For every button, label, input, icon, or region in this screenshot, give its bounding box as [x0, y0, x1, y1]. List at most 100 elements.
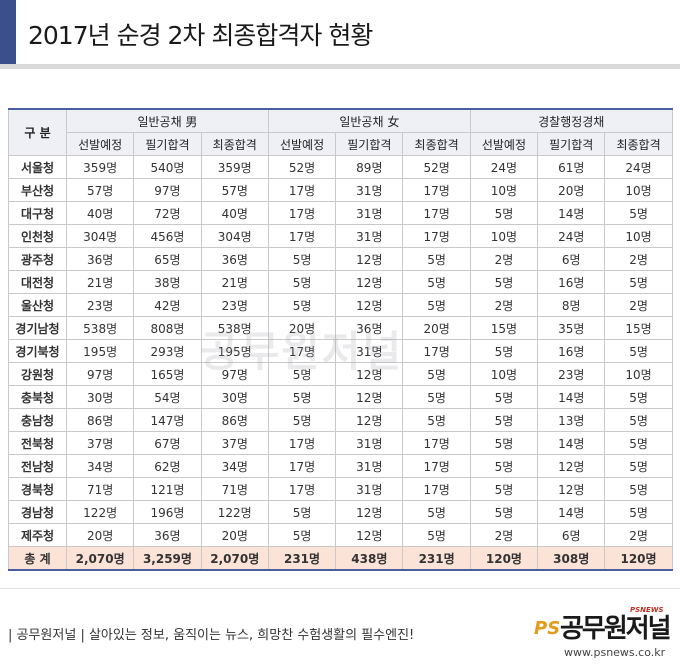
logo-url[interactable]: www.psnews.co.kr	[564, 646, 666, 659]
value-cell: 12명	[537, 454, 606, 478]
value-cell: 5명	[267, 293, 337, 317]
value-cell: 12명	[335, 500, 404, 524]
value-cell: 5명	[604, 201, 673, 225]
value-cell: 5명	[267, 408, 337, 432]
value-cell: 12명	[335, 523, 404, 547]
value-cell: 5명	[402, 293, 471, 317]
table-row: 부산청 57명 97명 57명 17명 31명 17명 10명 20명 10명	[8, 178, 673, 202]
value-cell: 23명	[537, 362, 606, 386]
value-cell: 5명	[267, 270, 337, 294]
value-cell: 17명	[267, 339, 337, 363]
region-cell: 인천청	[8, 224, 67, 248]
region-cell: 경남청	[8, 500, 67, 524]
value-cell: 5명	[604, 408, 673, 432]
value-cell: 15명	[604, 316, 673, 340]
value-cell: 52명	[267, 155, 337, 179]
value-cell: 37명	[65, 431, 135, 455]
value-cell: 31명	[335, 454, 404, 478]
psnews-logo[interactable]: PS 공무원저널 PSNEWS www.psnews.co.kr	[534, 606, 674, 659]
value-cell: 5명	[267, 500, 337, 524]
value-cell: 5명	[469, 385, 539, 409]
value-cell: 165명	[133, 362, 202, 386]
value-cell: 42명	[133, 293, 202, 317]
value-cell: 10명	[469, 178, 539, 202]
value-cell: 538명	[65, 316, 135, 340]
region-cell: 경북청	[8, 477, 67, 501]
value-cell: 10명	[469, 362, 539, 386]
region-cell: 제주청	[8, 523, 67, 547]
value-cell: 5명	[402, 362, 471, 386]
value-cell: 5명	[402, 247, 471, 271]
region-cell: 전남청	[8, 454, 67, 478]
value-cell: 538명	[200, 316, 269, 340]
value-cell: 17명	[267, 224, 337, 248]
table-row: 제주청 20명 36명 20명 5명 12명 5명 2명 6명 2명	[8, 523, 673, 547]
value-cell: 5명	[604, 477, 673, 501]
value-cell: 17명	[267, 454, 337, 478]
value-cell: 17명	[402, 431, 471, 455]
total-value-cell: 2,070명	[65, 546, 135, 571]
table-header-row-groups: 구 분 일반공채 男 일반공채 女 경찰행정경채	[8, 108, 673, 156]
value-cell: 10명	[604, 224, 673, 248]
value-cell: 17명	[402, 339, 471, 363]
value-cell: 20명	[200, 523, 269, 547]
table-row: 대구청 40명 72명 40명 17명 31명 17명 5명 14명 5명	[8, 201, 673, 225]
value-cell: 35명	[537, 316, 606, 340]
value-cell: 20명	[267, 316, 337, 340]
total-value-cell: 120명	[604, 546, 673, 571]
value-cell: 2명	[604, 293, 673, 317]
value-cell: 37명	[200, 431, 269, 455]
value-cell: 293명	[133, 339, 202, 363]
value-cell: 30명	[200, 385, 269, 409]
header-sub-column: 최종합격	[604, 132, 673, 156]
header-sub-column: 선발예정	[267, 132, 337, 156]
value-cell: 97명	[65, 362, 135, 386]
value-cell: 10명	[469, 224, 539, 248]
value-cell: 57명	[65, 178, 135, 202]
header-sub-column: 최종합격	[402, 132, 471, 156]
value-cell: 10명	[604, 362, 673, 386]
value-cell: 17명	[267, 178, 337, 202]
region-cell: 경기남청	[8, 316, 67, 340]
value-cell: 5명	[267, 385, 337, 409]
value-cell: 5명	[469, 270, 539, 294]
table-row: 충남청 86명 147명 86명 5명 12명 5명 5명 13명 5명	[8, 408, 673, 432]
value-cell: 10명	[604, 178, 673, 202]
value-cell: 36명	[200, 247, 269, 271]
value-cell: 31명	[335, 201, 404, 225]
logo-ps-mark: PS	[534, 618, 561, 639]
value-cell: 17명	[267, 431, 337, 455]
value-cell: 122명	[65, 500, 135, 524]
value-cell: 196명	[133, 500, 202, 524]
value-cell: 89명	[335, 155, 404, 179]
value-cell: 14명	[537, 500, 606, 524]
value-cell: 21명	[200, 270, 269, 294]
value-cell: 808명	[133, 316, 202, 340]
header-sub-column: 최종합격	[200, 132, 269, 156]
header-sub-column: 선발예정	[469, 132, 539, 156]
region-cell: 광주청	[8, 247, 67, 271]
value-cell: 5명	[604, 339, 673, 363]
value-cell: 359명	[200, 155, 269, 179]
value-cell: 86명	[65, 408, 135, 432]
value-cell: 24명	[537, 224, 606, 248]
value-cell: 38명	[133, 270, 202, 294]
value-cell: 17명	[402, 477, 471, 501]
value-cell: 71명	[65, 477, 135, 501]
value-cell: 12명	[335, 270, 404, 294]
value-cell: 304명	[200, 224, 269, 248]
value-cell: 2명	[604, 523, 673, 547]
value-cell: 121명	[133, 477, 202, 501]
value-cell: 62명	[133, 454, 202, 478]
value-cell: 540명	[133, 155, 202, 179]
value-cell: 20명	[402, 316, 471, 340]
table-row: 울산청 23명 42명 23명 5명 12명 5명 2명 8명 2명	[8, 293, 673, 317]
value-cell: 17명	[267, 477, 337, 501]
value-cell: 5명	[469, 201, 539, 225]
value-cell: 40명	[200, 201, 269, 225]
value-cell: 5명	[267, 247, 337, 271]
footer-slogan: | 공무원저널 | 살아있는 정보, 움직이는 뉴스, 희망찬 수험생활의 필수…	[8, 628, 415, 643]
table-row: 경남청 122명 196명 122명 5명 12명 5명 5명 14명 5명	[8, 500, 673, 524]
value-cell: 23명	[65, 293, 135, 317]
value-cell: 17명	[402, 454, 471, 478]
